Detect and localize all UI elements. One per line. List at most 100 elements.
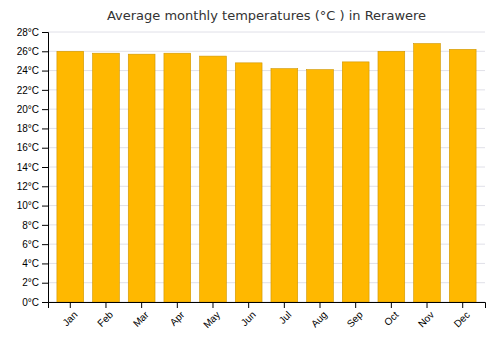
tick: Jan [60, 302, 79, 328]
bar [57, 51, 84, 302]
tick: 12°C [17, 181, 48, 192]
tick-label: Dec [452, 309, 472, 329]
y-axis: 0°C 2°C 4°C 6°C 8°C 10°C 12°C 14°C 16°C 18°C 20°C 2… [17, 27, 49, 308]
tick-label: Feb [95, 309, 115, 329]
bar [271, 69, 298, 302]
tick-label: 0°C [22, 297, 39, 308]
x-axis: Jan Feb Mar Apr May Jun Jul Aug Sep Oct Nov Dec [49, 302, 486, 330]
tick: 14°C [17, 162, 48, 173]
axis-line [49, 303, 486, 309]
bar [307, 70, 334, 302]
tick-mark [177, 302, 178, 308]
tick-label: 28°C [17, 27, 39, 38]
tick: 8°C [22, 220, 48, 231]
tick: Mar [131, 302, 151, 329]
tick-label: Apr [168, 309, 187, 328]
tick-label: 24°C [17, 65, 39, 76]
tick-label: Jan [60, 309, 79, 328]
tick-mark [42, 167, 48, 168]
tick: Feb [95, 302, 115, 329]
bar [449, 49, 476, 302]
bar [414, 44, 441, 302]
tick: Nov [416, 302, 436, 329]
tick-label: Jul [277, 309, 294, 326]
tick: May [201, 302, 222, 330]
bar [164, 53, 191, 302]
tick: 6°C [22, 239, 48, 250]
tick-label: 6°C [22, 239, 39, 250]
tick-mark [42, 148, 48, 149]
tick-label: 12°C [17, 181, 39, 192]
tick-mark [70, 302, 71, 308]
tick-mark [42, 51, 48, 52]
tick-label: Oct [382, 309, 401, 328]
tick: 24°C [17, 65, 48, 76]
tick-mark [42, 128, 48, 129]
tick: Sep [345, 302, 366, 329]
tick: Oct [382, 302, 401, 328]
tick-mark [42, 186, 48, 187]
tick-mark [391, 302, 392, 308]
axis-line [42, 33, 49, 303]
tick-mark [42, 206, 48, 207]
tick-mark [355, 302, 356, 308]
tick-mark [42, 263, 48, 264]
tick-label: 14°C [17, 162, 39, 173]
tick: 4°C [22, 258, 48, 269]
tick-mark [42, 244, 48, 245]
title: Average monthly temperatures (°C ) in Re… [107, 8, 426, 23]
bar [93, 53, 120, 302]
tick-label: 20°C [17, 104, 39, 115]
tick-label: Nov [416, 309, 436, 329]
tick-mark [248, 302, 249, 308]
tick: 28°C [17, 27, 48, 38]
tick-mark [320, 302, 321, 308]
bar [378, 51, 405, 302]
tick-label: 18°C [17, 123, 39, 134]
tick: Dec [452, 302, 472, 329]
tick-mark [141, 302, 142, 308]
tick-label: 4°C [22, 258, 39, 269]
tick-mark [212, 302, 213, 308]
tick-label: Aug [309, 309, 329, 329]
plot: 0°C 2°C 4°C 6°C 8°C 10°C 12°C 14°C 16°C 18°C 20°C 2… [17, 27, 486, 331]
tick-label: 10°C [17, 200, 39, 211]
tick-label: Sep [345, 309, 366, 330]
bar [128, 54, 155, 302]
tick: Apr [168, 302, 187, 328]
chart: 0°C 2°C 4°C 6°C 8°C 10°C 12°C 14°C 16°C 18°C 20°C 2… [0, 0, 500, 350]
tick-mark [42, 71, 48, 72]
tick: 26°C [17, 46, 48, 57]
tick-mark [42, 302, 48, 303]
tick-label: May [201, 309, 222, 330]
bar [235, 63, 262, 302]
tick-mark [42, 283, 48, 284]
bars [57, 44, 476, 302]
tick-mark [42, 225, 48, 226]
tick-label: 22°C [17, 85, 39, 96]
tick: Aug [309, 302, 329, 329]
tick: 0°C [22, 297, 48, 308]
tick: 22°C [17, 85, 48, 96]
tick-mark [42, 32, 48, 33]
tick-mark [427, 302, 428, 308]
grid-line [48, 32, 485, 33]
tick-label: Mar [131, 309, 151, 329]
tick-mark [42, 90, 48, 91]
tick-mark [284, 302, 285, 308]
tick-label: 2°C [22, 277, 39, 288]
tick-label: Jun [239, 309, 258, 328]
tick: 10°C [17, 200, 48, 211]
tick: Jul [277, 302, 294, 326]
tick-label: 16°C [17, 142, 39, 153]
tick-mark [105, 302, 106, 308]
tick-label: 26°C [17, 46, 39, 57]
tick: 2°C [22, 277, 48, 288]
tick-mark [42, 109, 48, 110]
tick-label: 8°C [22, 220, 39, 231]
tick: 20°C [17, 104, 48, 115]
bar [342, 62, 369, 302]
bar [200, 56, 227, 302]
tick: 18°C [17, 123, 48, 134]
tick: Jun [239, 302, 258, 328]
